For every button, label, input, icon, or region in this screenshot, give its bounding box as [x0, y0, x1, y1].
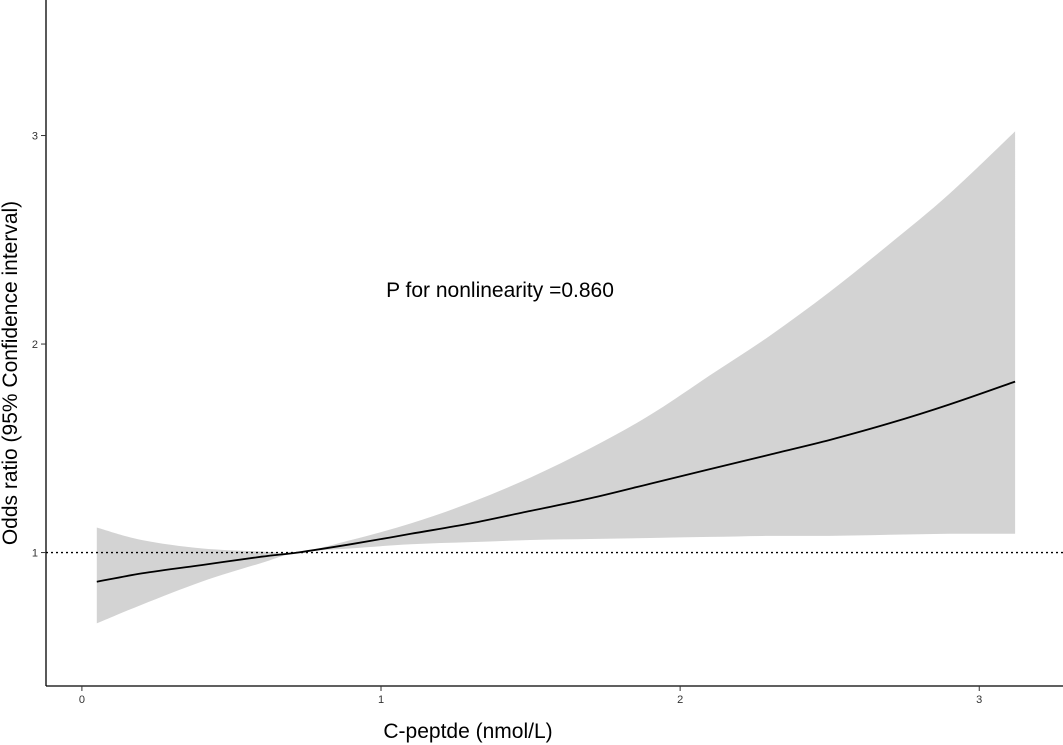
- y-axis-title: Odds ratio (95% Confidence interval): [0, 201, 22, 545]
- annotation-text: P for nonlinearity =0.860: [386, 279, 614, 302]
- axis-ticks: 0 1 2 3 1 2 3: [32, 131, 982, 706]
- x-tick-label: 1: [378, 694, 384, 706]
- x-tick-label: 2: [677, 694, 683, 706]
- y-tick-label: 1: [32, 548, 38, 560]
- y-tick-label: 2: [32, 339, 38, 351]
- ci-band: [96, 131, 1016, 624]
- x-tick-label: 3: [976, 694, 982, 706]
- plot-area: [46, 131, 1063, 624]
- odds-ratio-line: [96, 380, 1016, 583]
- y-tick-label: 3: [32, 131, 38, 143]
- x-tick-label: 0: [79, 694, 85, 706]
- x-axis-title: C-peptde (nmol/L): [383, 720, 552, 743]
